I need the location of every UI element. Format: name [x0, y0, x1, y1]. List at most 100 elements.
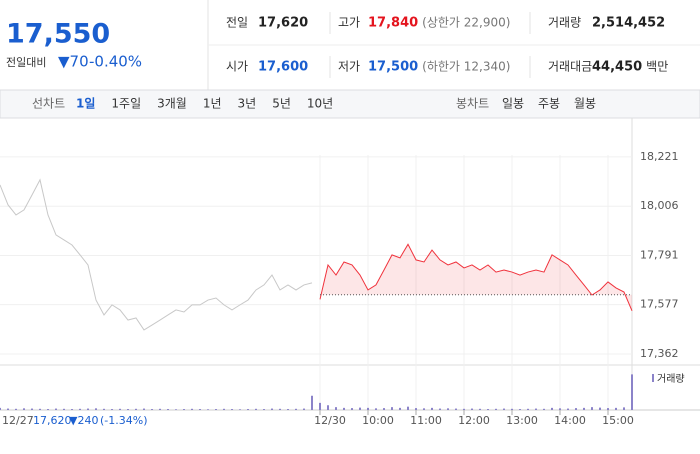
y-tick-label: 17,791 [640, 249, 679, 262]
volume-bar [247, 409, 249, 410]
x-tick-label: 12:00 [458, 414, 490, 427]
stat-label: 시가 [226, 60, 248, 74]
volume-bar [47, 409, 49, 410]
volume-bar [151, 409, 153, 410]
x-tick-label: 15:00 [602, 414, 634, 427]
volume-bar [79, 408, 81, 410]
volume-bar [615, 407, 617, 410]
line [0, 178, 313, 331]
period-tab[interactable]: 1일 [76, 97, 95, 111]
stat-value: 17,840 [368, 16, 418, 31]
chart: 18,221 18,006 17,791 17,577 17,362 12/30 10:00… [0, 118, 700, 427]
volume-bar [279, 408, 281, 410]
stat-value: 17,500 [368, 60, 418, 75]
volume-bar [127, 409, 129, 410]
period-tab[interactable]: 1년 [203, 97, 222, 111]
volume-bar [575, 408, 577, 410]
stat-value: 17,620 [258, 16, 308, 31]
volume-bar [0, 407, 1, 410]
period-tab[interactable]: 1주일 [111, 97, 141, 111]
volume-bar [543, 408, 545, 410]
volume-bar [439, 408, 441, 410]
volume-bar [39, 408, 41, 410]
volume-bar [487, 409, 489, 410]
line [319, 243, 633, 312]
volume-bar [327, 405, 329, 410]
volume-bar [407, 406, 409, 410]
prev-change-pct: (-1.34%) [100, 414, 148, 427]
x-tick-label: 13:00 [506, 414, 538, 427]
volume-bar [215, 409, 217, 410]
volume-bar [511, 408, 513, 410]
volume-bar [31, 408, 33, 410]
volume-bar [287, 409, 289, 410]
period-tab[interactable]: 3개월 [157, 97, 187, 111]
tab-label: 봉차트 [456, 97, 489, 111]
volume-bar [191, 408, 193, 410]
period-tab[interactable]: 10년 [307, 97, 333, 111]
volume-bar [631, 374, 633, 410]
volume-bar [383, 408, 385, 410]
stat-label: 전일 [226, 16, 248, 30]
period-tab[interactable]: 5년 [272, 97, 291, 111]
volume-bar [375, 408, 377, 410]
volume-bar [55, 408, 57, 410]
volume-bar [7, 408, 9, 410]
volume-bar [463, 408, 465, 410]
y-tick-label: 17,362 [640, 347, 679, 360]
candle-tab[interactable]: 일봉 [502, 97, 524, 111]
change-pct: -0.40% [89, 53, 142, 71]
period-tab[interactable]: 3년 [238, 97, 257, 111]
volume-bar [311, 395, 313, 410]
volume-bar [599, 407, 601, 410]
legend-label: 거래량 [657, 373, 685, 385]
volume-bar [23, 408, 25, 410]
volume-bar [551, 407, 553, 410]
volume-bar [231, 409, 233, 410]
y-tick-label: 17,577 [640, 298, 679, 311]
volume-bar [239, 409, 241, 410]
volume-bar [479, 408, 481, 410]
area [320, 244, 632, 311]
volume-bar [535, 408, 537, 410]
volume-bar [207, 409, 209, 410]
volume-bar [559, 408, 561, 410]
volume-bar [63, 408, 65, 410]
candle-tab[interactable]: 주봉 [538, 97, 560, 111]
volume-bar [303, 408, 305, 410]
volume-bar [15, 408, 17, 410]
stat-unit: 백만 [646, 60, 668, 74]
volume-bar [295, 408, 297, 410]
volume-bar [495, 408, 497, 410]
change-label: 전일대비 [6, 55, 46, 69]
volume-bar [319, 402, 321, 410]
volume-bar [431, 407, 433, 410]
volume-bar [391, 407, 393, 410]
volume-bar [343, 407, 345, 410]
tab-label: 선차트 [32, 97, 65, 111]
price: 17,550 [6, 19, 110, 50]
volume-bar [359, 407, 361, 410]
volume-bar [103, 408, 105, 410]
volume-bar [367, 407, 369, 410]
x-tick-label: 11:00 [410, 414, 442, 427]
volume-bar [71, 409, 73, 410]
stat-label: 저가 [338, 60, 360, 74]
candle-tab[interactable]: 월봉 [574, 97, 596, 111]
volume-bar [159, 408, 161, 410]
stat-label: 고가 [338, 16, 360, 30]
volume-bar [335, 407, 337, 410]
volume-bar [167, 409, 169, 410]
volume-bar [399, 407, 401, 410]
volume-bar [455, 408, 457, 410]
volume-bar [423, 408, 425, 410]
y-tick-label: 18,006 [640, 199, 679, 212]
volume-bar [223, 408, 225, 410]
volume-bar [519, 409, 521, 410]
volume-bar [95, 408, 97, 410]
volume-bar [471, 408, 473, 410]
volume-bar [263, 409, 265, 410]
volume-bar [255, 408, 257, 410]
